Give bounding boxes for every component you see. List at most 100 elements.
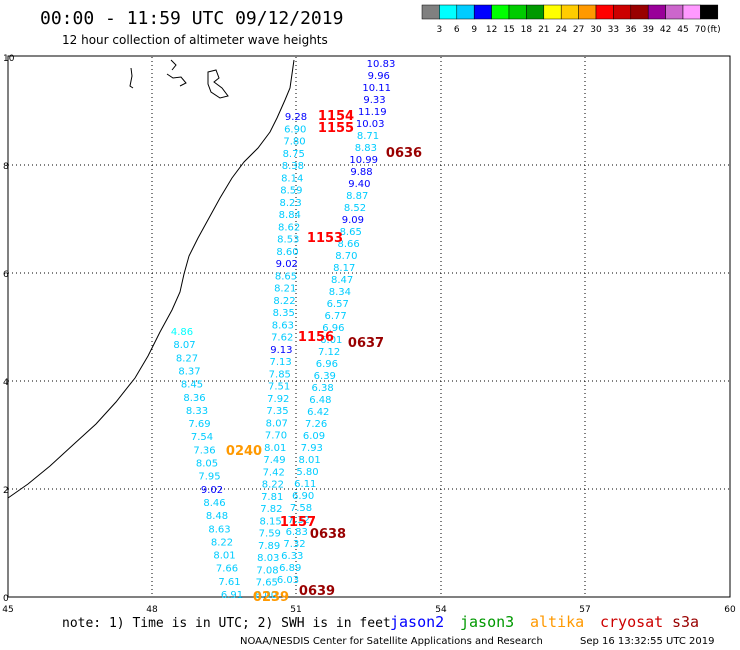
wave-height-reading: 8.03 xyxy=(257,553,279,564)
legend-swatch xyxy=(439,4,458,20)
wave-height-reading: 7.36 xyxy=(193,445,215,456)
wave-height-reading: 10.99 xyxy=(349,155,378,166)
wave-height-reading: 8.15 xyxy=(259,517,281,528)
wave-height-reading: 6.39 xyxy=(314,371,336,382)
wave-height-reading: 10.03 xyxy=(356,119,385,130)
wave-height-reading: 7.42 xyxy=(263,467,285,478)
wave-height-reading: 8.48 xyxy=(206,511,228,522)
wave-height-reading: 6.96 xyxy=(322,323,344,334)
wave-height-reading: 8.60 xyxy=(276,247,298,258)
wave-height-reading: 7.59 xyxy=(259,529,281,540)
wave-height-reading: 7.26 xyxy=(305,419,327,430)
wave-height-reading: 7.69 xyxy=(188,419,210,430)
x-tick-label: 60 xyxy=(724,605,736,615)
legend-swatch xyxy=(595,4,614,20)
x-tick-label: 54 xyxy=(435,605,447,615)
wave-height-reading: 6.90 xyxy=(284,124,306,135)
wave-height-reading: 6.09 xyxy=(303,431,325,442)
legend-label: 39 xyxy=(642,25,654,35)
wave-height-reading: 6.83 xyxy=(286,527,308,538)
wave-height-reading: 8.38 xyxy=(282,161,304,172)
wave-height-reading: 7.51 xyxy=(268,382,290,393)
wave-height-reading: 6.03 xyxy=(277,575,299,586)
wave-height-reading: 8.63 xyxy=(272,320,294,331)
wave-height-reading: 6.38 xyxy=(311,383,333,394)
legend-label: 15 xyxy=(503,25,514,35)
wave-height-reading: 7.35 xyxy=(266,406,288,417)
legend-label: 21 xyxy=(538,25,549,35)
legend-swatch xyxy=(665,4,684,20)
legend-label: 6 xyxy=(454,25,460,35)
wave-height-reading: 10.83 xyxy=(367,59,396,70)
wave-height-reading: 7.54 xyxy=(191,432,213,443)
wave-height-reading: 8.01 xyxy=(298,455,320,466)
wave-height-readings: 10.839.9610.119.3311.1910.038.718.8310.9… xyxy=(171,59,395,601)
wave-height-reading: 8.37 xyxy=(178,366,200,377)
footer-credit: NOAA/NESDIS Center for Satellite Applica… xyxy=(240,636,543,647)
pass-time-label: 0239 xyxy=(253,590,289,605)
footer-note: note: 1) Time is in UTC; 2) SWH is in fe… xyxy=(62,616,391,631)
y-tick-label: 6 xyxy=(3,270,9,280)
legend-label: 3 xyxy=(437,25,443,35)
lat-lon-gridlines xyxy=(8,57,730,597)
x-tick-label: 57 xyxy=(579,605,590,615)
y-tick-label: 8 xyxy=(3,162,9,172)
wave-height-reading: 8.46 xyxy=(203,498,225,509)
mission-label: cryosat xyxy=(600,613,663,631)
wave-height-reading: 7.08 xyxy=(256,566,278,577)
pass-time-label: 1157 xyxy=(280,515,316,530)
wave-height-reading: 4.86 xyxy=(171,327,193,338)
wave-height-reading: 8.21 xyxy=(274,284,296,295)
wave-height-reading: 7.89 xyxy=(258,541,280,552)
wave-height-reading: 6.89 xyxy=(279,563,301,574)
wave-height-reading: 8.52 xyxy=(344,203,366,214)
wave-height-reading: 8.34 xyxy=(329,287,351,298)
wave-height-reading: 8.87 xyxy=(346,191,368,202)
wave-height-reading: 7.80 xyxy=(283,137,305,148)
wave-height-reading: 6.11 xyxy=(294,479,316,490)
y-tick-label: 4 xyxy=(3,378,9,388)
wave-height-reading: 6.33 xyxy=(281,551,303,562)
wave-height-reading: 8.22 xyxy=(211,537,233,548)
wave-height-reading: 7.93 xyxy=(301,443,323,454)
wave-height-reading: 7.32 xyxy=(288,515,310,526)
legend-label: 70 xyxy=(695,25,707,35)
mission-label: jason2 xyxy=(390,613,444,631)
footer-timestamp: Sep 16 13:32:55 UTC 2019 xyxy=(580,636,714,647)
legend-swatch xyxy=(421,4,440,20)
wave-height-reading: 7.49 xyxy=(263,455,285,466)
legend-label: 12 xyxy=(486,25,497,35)
wave-height-reading: 9.13 xyxy=(270,345,292,356)
island-outline xyxy=(166,59,187,87)
wave-height-reading: 8.07 xyxy=(266,418,288,429)
wave-height-reading: 9.02 xyxy=(276,259,298,270)
wave-height-reading: 9.88 xyxy=(350,167,372,178)
wave-height-reading: 10.11 xyxy=(362,83,391,94)
wave-height-reading: 8.47 xyxy=(331,275,353,286)
wave-height-reading: 7.81 xyxy=(261,492,283,503)
wave-height-reading: 9.40 xyxy=(348,179,370,190)
wave-height-reading: 7.13 xyxy=(269,357,291,368)
wave-height-reading: 8.22 xyxy=(273,296,295,307)
wave-height-reading: 6.01 xyxy=(320,335,342,346)
mission-label: jason3 xyxy=(460,613,514,631)
coastline xyxy=(7,59,295,499)
wave-height-reading: 8.07 xyxy=(173,340,195,351)
wave-height-reading: 8.71 xyxy=(357,131,379,142)
map-subtitle: 12 hour collection of altimeter wave hei… xyxy=(62,33,328,47)
pass-time-label: 0638 xyxy=(310,527,346,542)
wave-height-reading: 9.33 xyxy=(363,95,385,106)
legend-label: 30 xyxy=(590,25,602,35)
wave-height-reading: 8.84 xyxy=(279,210,301,221)
legend-swatch xyxy=(700,4,719,20)
wave-height-reading: 6.91 xyxy=(221,590,243,601)
x-tick-label: 45 xyxy=(2,605,13,615)
legend-label: 36 xyxy=(625,25,637,35)
legend-swatch xyxy=(578,4,597,20)
legend-label: 24 xyxy=(555,25,567,35)
legend-label: 9 xyxy=(471,25,477,35)
wave-height-reading: 8.75 xyxy=(283,149,305,160)
island-outline xyxy=(207,69,229,99)
legend-label: 45 xyxy=(677,25,688,35)
wave-height-reading: 7.58 xyxy=(290,503,312,514)
